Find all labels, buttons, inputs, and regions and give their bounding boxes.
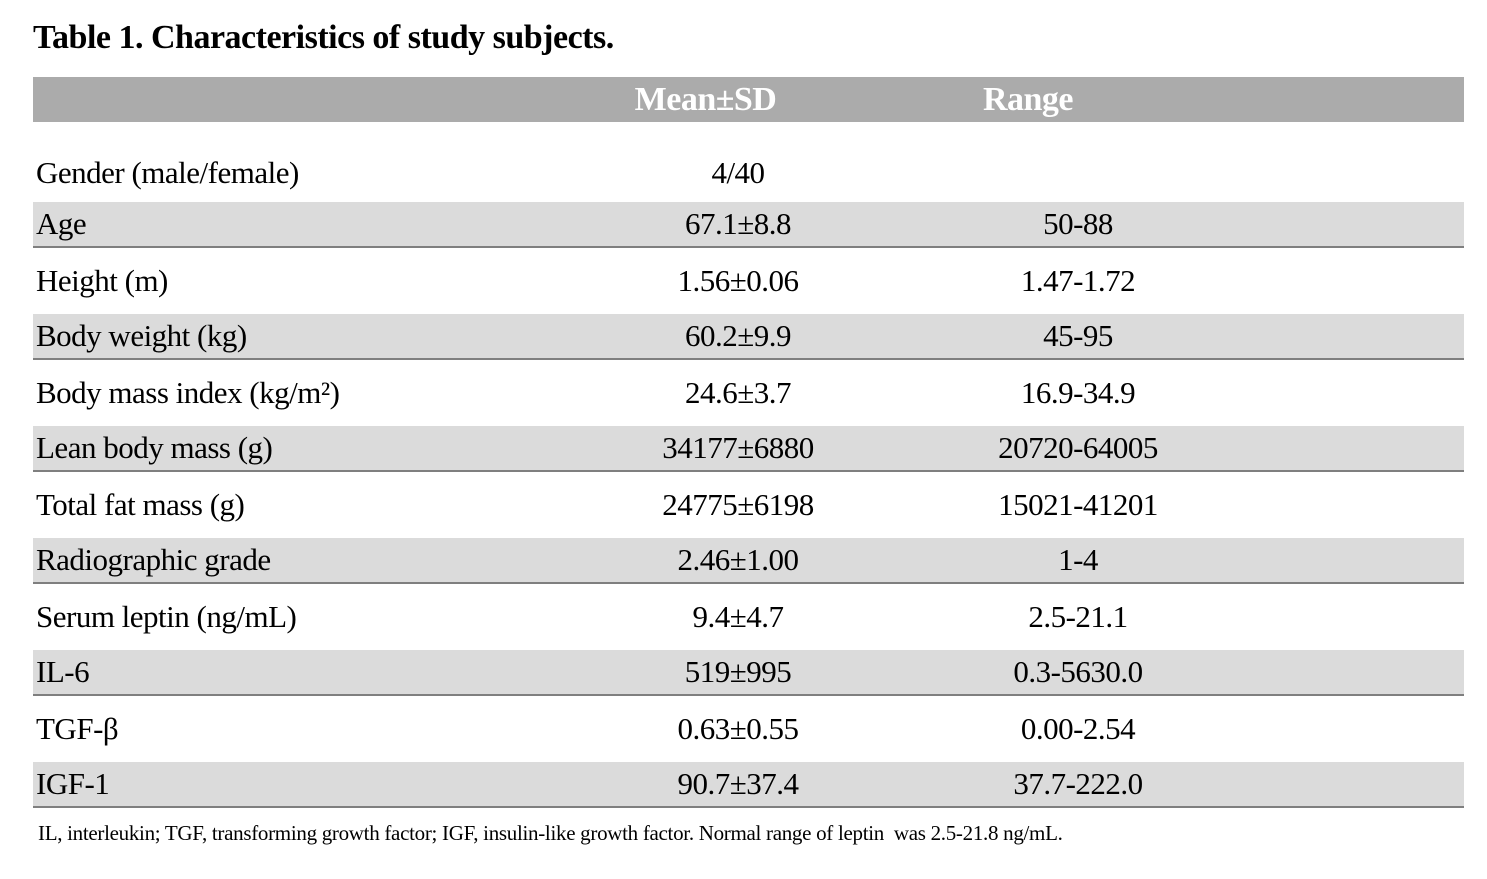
table-row: Height (m) 1.56±0.06 1.47-1.72	[33, 248, 1464, 314]
row-range: 1-4	[1058, 542, 1098, 577]
row-range: 15021-41201	[998, 487, 1158, 522]
row-range: 45-95	[1043, 318, 1113, 353]
row-label: Body weight (kg)	[36, 318, 247, 353]
row-range: 50-88	[1043, 206, 1113, 241]
header-cell-mean-sd: Mean±SD	[634, 80, 777, 118]
row-range: 0.3-5630.0	[1013, 654, 1143, 689]
characteristics-table: Mean±SD Range Gender (male/female) 4/40 …	[33, 77, 1464, 846]
table-row: Age 67.1±8.8 50-88	[33, 202, 1464, 248]
table-row: TGF-β 0.63±0.55 0.00-2.54	[33, 696, 1464, 762]
table-row: Lean body mass (g) 34177±6880 20720-6400…	[33, 426, 1464, 472]
page: Table 1. Characteristics of study subjec…	[33, 19, 1464, 846]
row-mean-sd: 67.1±8.8	[684, 206, 792, 241]
row-label: Lean body mass (g)	[36, 430, 273, 465]
table-row: Body mass index (kg/m²) 24.6±3.7 16.9-34…	[33, 360, 1464, 426]
row-label: IL-6	[36, 654, 90, 689]
row-label: Total fat mass (g)	[36, 487, 245, 522]
table-footnote: IL, interleukin; TGF, transforming growt…	[38, 821, 1063, 845]
row-mean-sd: 9.4±4.7	[692, 599, 784, 634]
row-range: 1.47-1.72	[1020, 263, 1136, 298]
row-label: Radiographic grade	[36, 542, 271, 577]
page-title: Table 1. Characteristics of study subjec…	[33, 19, 614, 56]
table-row: Radiographic grade 2.46±1.00 1-4	[33, 538, 1464, 584]
row-mean-sd: 2.46±1.00	[677, 542, 799, 577]
row-mean-sd: 90.7±37.4	[677, 766, 799, 801]
row-range: 2.5-21.1	[1028, 599, 1128, 634]
row-label: Gender (male/female)	[36, 155, 299, 190]
table-body: Gender (male/female) 4/40 Age 67.1±8.8 5…	[33, 122, 1464, 808]
table-row: Serum leptin (ng/mL) 9.4±4.7 2.5-21.1	[33, 584, 1464, 650]
row-label: Height (m)	[36, 263, 168, 298]
table-row: Total fat mass (g) 24775±6198 15021-4120…	[33, 472, 1464, 538]
row-mean-sd: 34177±6880	[662, 430, 814, 465]
row-range: 0.00-2.54	[1020, 711, 1136, 746]
row-label: TGF-β	[36, 711, 119, 746]
row-label: IGF-1	[36, 766, 110, 801]
row-range: 20720-64005	[998, 430, 1158, 465]
table-row: IL-6 519±995 0.3-5630.0	[33, 650, 1464, 696]
row-range: 37.7-222.0	[1013, 766, 1143, 801]
table-row: IGF-1 90.7±37.4 37.7-222.0	[33, 762, 1464, 808]
row-mean-sd: 0.63±0.55	[677, 711, 799, 746]
row-mean-sd: 4/40	[711, 155, 765, 190]
row-label: Body mass index (kg/m²)	[36, 375, 340, 410]
table-row: Gender (male/female) 4/40	[33, 122, 1464, 202]
row-mean-sd: 24775±6198	[662, 487, 814, 522]
row-mean-sd: 1.56±0.06	[677, 263, 799, 298]
row-mean-sd: 60.2±9.9	[684, 318, 792, 353]
row-mean-sd: 24.6±3.7	[684, 375, 792, 410]
header-cell-range: Range	[982, 80, 1074, 118]
row-mean-sd: 519±995	[684, 654, 792, 689]
row-label: Serum leptin (ng/mL)	[36, 599, 297, 634]
table-row: Body weight (kg) 60.2±9.9 45-95	[33, 314, 1464, 360]
row-range: 16.9-34.9	[1020, 375, 1136, 410]
table-header-row: Mean±SD Range	[33, 77, 1464, 122]
row-label: Age	[36, 206, 87, 241]
